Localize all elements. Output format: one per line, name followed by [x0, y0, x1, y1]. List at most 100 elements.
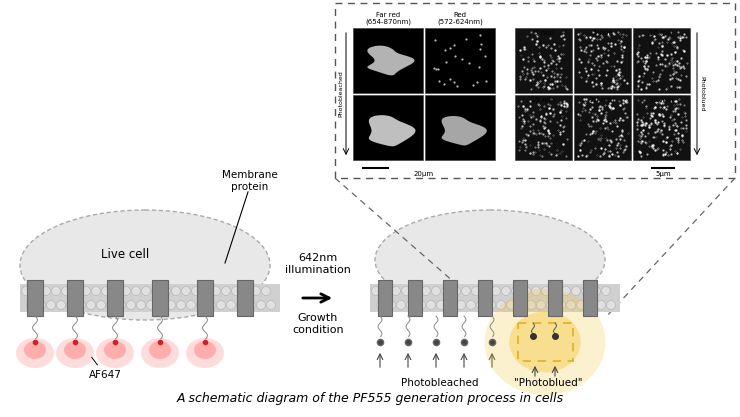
Circle shape — [477, 301, 485, 309]
Text: 20μm: 20μm — [414, 171, 434, 177]
Ellipse shape — [149, 341, 171, 359]
Circle shape — [132, 286, 141, 296]
Circle shape — [217, 301, 226, 309]
Circle shape — [466, 301, 476, 309]
Text: 20 min: 20 min — [591, 97, 615, 103]
Bar — [237, 280, 253, 316]
Circle shape — [197, 301, 206, 309]
Bar — [633, 95, 690, 160]
Circle shape — [431, 286, 440, 296]
Circle shape — [116, 301, 126, 309]
Bar — [515, 95, 572, 160]
Bar — [443, 280, 457, 316]
Text: 15 min: 15 min — [531, 97, 556, 103]
Circle shape — [607, 301, 616, 309]
Ellipse shape — [186, 338, 224, 368]
Text: A schematic diagram of the PF555 generation process in cells: A schematic diagram of the PF555 generat… — [176, 392, 564, 405]
Bar — [197, 280, 213, 316]
Circle shape — [406, 301, 415, 309]
Circle shape — [181, 286, 190, 296]
Text: 0 min: 0 min — [534, 30, 554, 36]
Circle shape — [542, 286, 551, 296]
Circle shape — [246, 301, 255, 309]
Text: 642nm
illumination: 642nm illumination — [285, 254, 351, 275]
Circle shape — [547, 301, 556, 309]
Circle shape — [426, 301, 436, 309]
Circle shape — [152, 286, 161, 296]
Circle shape — [497, 301, 505, 309]
Circle shape — [96, 301, 106, 309]
Polygon shape — [369, 115, 415, 146]
Circle shape — [141, 286, 150, 296]
Text: "Photoblued": "Photoblued" — [514, 378, 582, 388]
Text: 5 min: 5 min — [593, 30, 613, 36]
Bar — [548, 280, 562, 316]
Bar — [27, 280, 43, 316]
Circle shape — [166, 301, 175, 309]
Text: Photobleached: Photobleached — [338, 70, 343, 117]
Bar — [574, 28, 631, 93]
Circle shape — [511, 286, 520, 296]
Circle shape — [257, 301, 266, 309]
Circle shape — [136, 301, 146, 309]
Circle shape — [61, 286, 70, 296]
Circle shape — [517, 301, 525, 309]
Circle shape — [591, 286, 600, 296]
Ellipse shape — [56, 338, 94, 368]
Circle shape — [551, 286, 560, 296]
Ellipse shape — [24, 341, 46, 359]
Circle shape — [531, 286, 540, 296]
Text: Growth
condition: Growth condition — [292, 313, 344, 334]
Circle shape — [371, 286, 380, 296]
Bar — [408, 280, 422, 316]
Circle shape — [462, 286, 471, 296]
Text: Membrane
protein: Membrane protein — [222, 171, 278, 192]
Circle shape — [261, 286, 271, 296]
Circle shape — [596, 301, 605, 309]
Text: 5μm: 5μm — [655, 171, 671, 177]
Bar — [378, 280, 392, 316]
Circle shape — [377, 301, 386, 309]
Circle shape — [536, 301, 545, 309]
Circle shape — [482, 286, 491, 296]
Circle shape — [21, 286, 30, 296]
Circle shape — [571, 286, 580, 296]
Circle shape — [266, 301, 275, 309]
Circle shape — [52, 286, 61, 296]
Bar — [353, 95, 423, 160]
Circle shape — [437, 301, 445, 309]
Circle shape — [192, 286, 201, 296]
Circle shape — [567, 301, 576, 309]
Circle shape — [81, 286, 90, 296]
Circle shape — [36, 301, 45, 309]
Circle shape — [206, 301, 215, 309]
Text: Live cell: Live cell — [101, 249, 149, 261]
Circle shape — [27, 301, 36, 309]
Circle shape — [486, 301, 496, 309]
Bar — [353, 28, 423, 93]
Circle shape — [127, 301, 135, 309]
Circle shape — [587, 301, 596, 309]
Polygon shape — [442, 116, 487, 146]
Ellipse shape — [96, 338, 134, 368]
Bar — [20, 284, 280, 312]
Bar — [517, 323, 573, 361]
Circle shape — [522, 286, 531, 296]
Circle shape — [602, 286, 610, 296]
Bar — [67, 280, 83, 316]
Text: Red
(572-624nm): Red (572-624nm) — [437, 12, 483, 25]
Circle shape — [417, 301, 425, 309]
Circle shape — [32, 286, 41, 296]
Bar — [370, 284, 620, 312]
Circle shape — [221, 286, 230, 296]
Circle shape — [576, 301, 585, 309]
Circle shape — [526, 301, 536, 309]
Bar — [425, 95, 495, 160]
Ellipse shape — [141, 338, 179, 368]
Ellipse shape — [104, 341, 126, 359]
Circle shape — [56, 301, 66, 309]
Text: 10 min: 10 min — [649, 30, 673, 36]
Bar — [152, 280, 168, 316]
Circle shape — [252, 286, 260, 296]
Text: Photoblued: Photoblued — [699, 76, 704, 112]
